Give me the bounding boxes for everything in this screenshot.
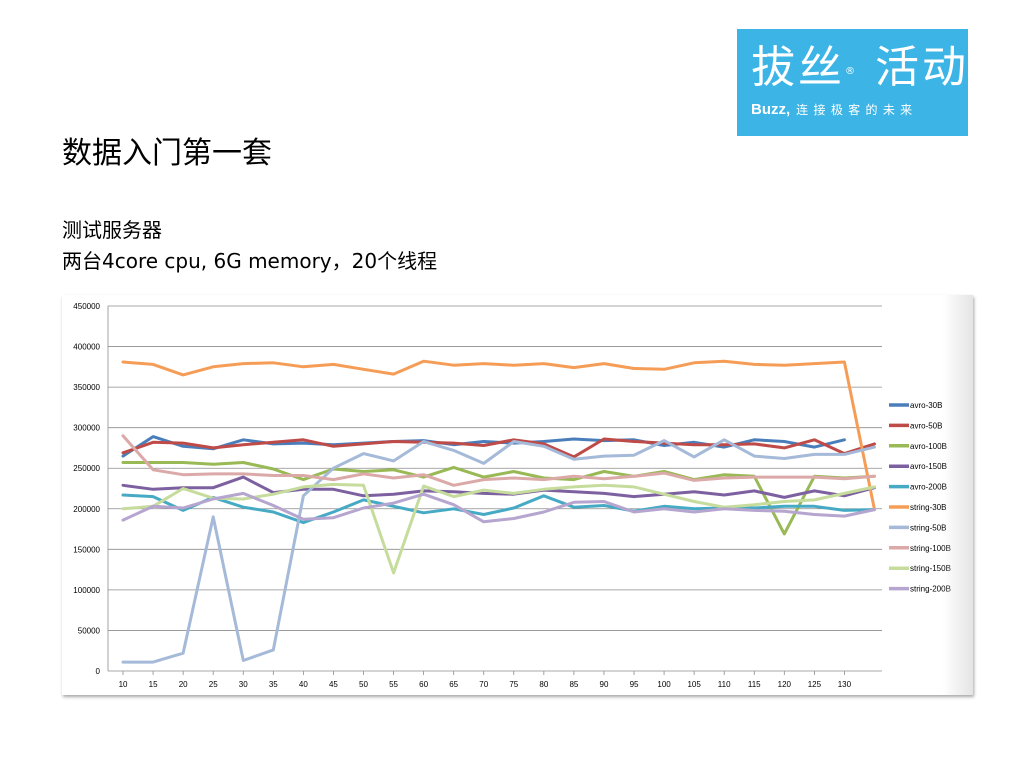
x-tick-label: 65 [449,680,458,689]
slide-subtitle: 测试服务器 [62,218,162,242]
slide-title: 数据入门第一套 [62,136,272,171]
line-chart: 0 50000 100000 150000 200000 250000 300000 3500… [73,302,951,689]
legend-label: string-100B [910,544,951,553]
x-tick-label: 45 [329,680,338,689]
series-line-string-50B [121,438,876,664]
logo-tagline: Buzz, 连 接 极 客 的 未 来 [751,101,914,118]
series-line-string-100B [121,434,876,487]
series-line-avro-200B [121,493,876,525]
chart-frame: 0 50000 100000 150000 200000 250000 300000 3500… [62,295,973,695]
y-tick-label: 400000 [73,343,100,352]
x-tick-label: 110 [718,680,731,689]
x-tick-label: 90 [600,680,609,689]
x-tick-label: 15 [149,680,158,689]
series-line-avro-30B [121,435,846,458]
series-line-string-30B [121,359,876,512]
x-tick-label: 60 [419,680,428,689]
y-tick-label: 150000 [73,545,100,554]
x-tick-label: 30 [239,680,248,689]
y-tick-label: 350000 [73,383,100,392]
legend-label: string-150B [910,564,951,573]
legend-label: avro-50B [910,421,942,430]
x-tick-label: 40 [299,680,308,689]
y-tick-label: 300000 [73,424,100,433]
x-tick-label: 85 [569,680,578,689]
x-tick-label: 115 [748,680,761,689]
x-tick-label: 50 [359,680,368,689]
y-tick-label: 0 [96,667,101,676]
y-tick-label: 100000 [73,586,100,595]
series-line-string-200B [121,491,876,524]
legend-label: avro-100B [910,442,947,451]
x-tick-label: 75 [509,680,518,689]
x-tick-label: 80 [539,680,548,689]
x-tick-label: 20 [179,680,188,689]
series-line-string-150B [121,482,876,575]
legend-label: avro-150B [910,462,947,471]
x-tick-label: 10 [119,680,128,689]
logo-wordmark: 拔丝® 活动 [751,42,969,93]
x-tick-label: 125 [808,680,822,689]
y-tick-label: 250000 [73,464,100,473]
brand-logo: 拔丝® 活动 Buzz, 连 接 极 客 的 未 来 [737,29,968,136]
x-tick-label: 55 [389,680,398,689]
x-tick-label: 100 [657,680,671,689]
slide-description: 两台4core cpu, 6G memory，20个线程 [62,249,438,273]
x-tick-label: 25 [209,680,218,689]
legend-label: string-30B [910,503,946,512]
y-tick-label: 200000 [73,505,100,514]
x-tick-label: 95 [630,680,639,689]
x-tick-label: 105 [687,680,701,689]
legend-label: string-200B [910,585,951,594]
series-line-avro-50B [121,437,876,459]
legend-label: avro-200B [910,483,947,492]
x-tick-label: 120 [778,680,792,689]
chart-edge-shade [943,295,973,695]
legend-label: string-50B [910,523,946,532]
x-tick-label: 35 [269,680,278,689]
x-tick-label: 130 [838,680,852,689]
legend-label: avro-30B [910,401,942,410]
y-tick-label: 50000 [78,626,101,635]
y-tick-label: 450000 [73,302,100,311]
series-line-avro-150B [121,475,876,499]
x-tick-label: 70 [479,680,488,689]
